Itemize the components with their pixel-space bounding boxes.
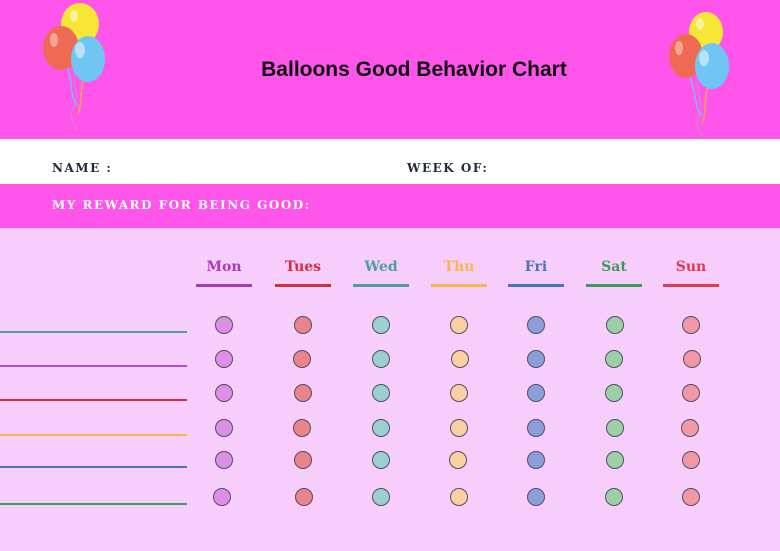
behavior-checkbox[interactable] [215,350,233,368]
behavior-checkbox[interactable] [682,316,700,334]
behavior-checkbox[interactable] [215,419,233,437]
behavior-checkbox[interactable] [527,451,545,469]
behavior-checkbox[interactable] [372,350,390,368]
behavior-checkbox[interactable] [372,419,390,437]
day-column-thu: Thu [431,258,487,287]
behavior-row-line [0,399,187,401]
behavior-checkbox[interactable] [527,384,545,402]
behavior-row-line [0,434,187,436]
behavior-checkbox[interactable] [213,488,231,506]
behavior-checkbox[interactable] [294,451,312,469]
behavior-row-line [0,365,187,367]
day-label: Thu [443,259,475,275]
behavior-checkbox[interactable] [450,419,468,437]
behavior-checkbox[interactable] [682,384,700,402]
behavior-checkbox[interactable] [606,451,624,469]
behavior-row-line [0,466,187,468]
behavior-row-line [0,503,187,505]
behavior-checkbox[interactable] [606,419,624,437]
behavior-checkbox[interactable] [293,419,311,437]
balloons-icon [43,3,105,133]
behavior-checkbox[interactable] [372,384,390,402]
day-underline [586,284,642,287]
reward-band [0,184,780,228]
day-underline [663,284,719,287]
day-underline [508,284,564,287]
day-underline [431,284,487,287]
header-banner [0,0,780,139]
behavior-checkbox[interactable] [450,384,468,402]
day-column-fri: Fri [508,258,564,287]
behavior-checkbox[interactable] [527,316,545,334]
behavior-checkbox[interactable] [450,316,468,334]
behavior-checkbox[interactable] [605,350,623,368]
behavior-checkbox[interactable] [605,384,623,402]
behavior-checkbox[interactable] [527,419,545,437]
behavior-checkbox[interactable] [295,488,313,506]
behavior-checkbox[interactable] [372,451,390,469]
behavior-checkbox[interactable] [294,316,312,334]
behavior-checkbox[interactable] [527,350,545,368]
behavior-checkbox[interactable] [451,350,469,368]
day-label: Sat [601,259,627,275]
day-label: Tues [284,259,322,275]
day-column-wed: Wed [353,258,409,287]
behavior-checkbox[interactable] [215,384,233,402]
day-label: Wed [364,259,398,275]
behavior-checkbox[interactable] [215,451,233,469]
behavior-checkbox[interactable] [683,350,701,368]
behavior-checkbox[interactable] [215,316,233,334]
info-band [0,139,780,184]
behavior-checkbox[interactable] [527,488,545,506]
behavior-checkbox[interactable] [293,350,311,368]
day-column-sun: Sun [663,258,719,287]
day-underline [275,284,331,287]
reward-label: MY REWARD FOR BEING GOOD: [52,198,311,212]
day-column-tues: Tues [275,258,331,287]
day-label: Fri [524,259,548,275]
behavior-checkbox[interactable] [605,488,623,506]
day-column-mon: Mon [196,258,252,287]
behavior-checkbox[interactable] [372,316,390,334]
day-underline [196,284,252,287]
behavior-checkbox[interactable] [294,384,312,402]
behavior-checkbox[interactable] [449,451,467,469]
week-of-label: WEEK OF: [407,161,489,175]
behavior-checkbox[interactable] [450,488,468,506]
page-title: Balloons Good Behavior Chart [261,58,567,81]
balloons-icon [669,12,729,141]
behavior-checkbox[interactable] [681,419,699,437]
day-underline [353,284,409,287]
name-label: NAME : [52,161,113,175]
behavior-row-line [0,331,187,333]
day-label: Mon [206,259,242,275]
behavior-checkbox[interactable] [682,488,700,506]
behavior-checkbox[interactable] [682,451,700,469]
behavior-checkbox[interactable] [606,316,624,334]
behavior-checkbox[interactable] [372,488,390,506]
day-column-sat: Sat [586,258,642,287]
day-label: Sun [675,259,707,275]
